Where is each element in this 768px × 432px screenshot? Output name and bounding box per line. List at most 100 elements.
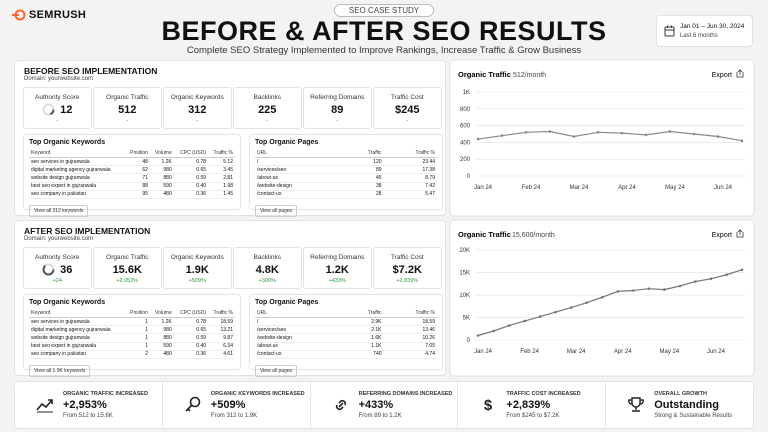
table-cell: 0.36 [173,350,209,359]
data-point [631,289,635,292]
table-cell: 18.59 [208,317,235,327]
column-header: Keyword [29,149,125,158]
pages-table: URL Traffic Traffic %/120 23.44/services/se… [255,149,437,199]
table-cell: best seo expert in gujranwala [29,342,125,351]
data-point [663,288,666,291]
data-point [709,277,713,281]
data-point [596,131,600,134]
metric-change: +300% [258,278,276,284]
y-tick-label: 200 [460,157,471,163]
table-cell: 590 [149,182,174,191]
pages-table: URL Traffic Traffic %/2.9K 18.59/services/s… [255,309,437,359]
table-row: website design gujranwala 1 880 0.59 9.87 [29,333,235,343]
x-tick-label: Apr 24 [618,185,636,191]
table-row: seo services in gujranwala 1 1.2K 0.78 18.59 [29,317,235,327]
table-cell: 1 [124,317,150,327]
table-cell: 1.2K [149,317,174,327]
table-cell: 480 [149,190,174,199]
table-cell: 28 [343,190,384,199]
summary-icon: $ [484,397,493,414]
summary-detail: From 89 to 1.2K [358,413,402,419]
metric-label: Authority Score [35,254,80,261]
x-tick-label: Jun 24 [714,185,733,191]
metric-change: +24 [52,278,62,284]
summary-value: +509% [210,399,246,411]
export-button[interactable]: Export [712,72,732,79]
table-cell: /services/seo [255,325,344,335]
table-cell: 6.34 [208,342,235,351]
view-all-button[interactable]: View all pages [255,364,298,377]
table-row: digital marketing agency gujranwala 1 980 0… [29,325,235,335]
table-row: /website-design 1.6K 10.26 [255,333,437,343]
table-cell: 2.81 [208,173,235,183]
y-tick-label: 20K [459,248,470,254]
summary-value: +433% [358,399,394,411]
x-tick-label: Mar 24 [567,349,586,355]
summary-item: OVERALL GROWTH Outstanding Strong & Sustai… [605,382,753,428]
table-cell: 17.38 [383,165,437,175]
date-box[interactable]: Jan 01 – Jun 30, 2024 Last 6 months [656,15,753,47]
data-point [716,135,720,138]
table-cell: 480 [149,350,174,359]
table-row: seo services in gujranwala 48 1.2K 0.78 5.12 [29,157,235,167]
table-cell: 13.46 [383,325,437,335]
view-all-button[interactable]: View all 312 keywords [29,204,89,217]
table-cell: / [255,157,344,167]
x-tick-label: Feb 24 [522,185,541,191]
table-cell: 1.2K [149,157,174,167]
table-cell: 0.78 [173,317,209,327]
chart-title: Organic Traffic [458,70,511,79]
column-header: Traffic % [208,149,235,158]
keywords-table: Keyword Position Volume CPC (USD) Traffic % s… [29,309,235,359]
view-all-button[interactable]: View all pages [255,204,298,217]
summary-label: ORGANIC KEYWORDS INCREASED [210,391,305,397]
data-point [616,290,620,293]
summary-value: +2,953% [63,399,107,411]
data-point [620,131,624,135]
data-point [476,137,480,141]
metric-label: Traffic Cost [390,94,424,101]
table-cell: 0.59 [173,173,209,183]
section-panel: AFTER SEO IMPLEMENTATION Domain: yourwebs… [14,220,446,377]
data-point [492,329,495,333]
table-cell: /contact-us [255,350,344,359]
table-cell: 0.40 [173,342,209,351]
table-cell: website design gujranwala [29,333,125,343]
table-cell: 1 [124,333,150,343]
table-cell: 1 [124,342,150,351]
x-tick-label: Apr 24 [614,349,632,355]
metric-value: 36 [60,263,73,276]
keywords-box: Top Organic Keywords Keyword Position Volum… [23,134,241,217]
data-point [569,306,573,309]
view-all-button[interactable]: View all 1.9K keywords [29,364,91,377]
table-row: seo company in pakistan 95 480 0.36 1.45 [29,190,235,199]
metric-label: Organic Keywords [170,94,224,101]
table-cell: /about-us [255,173,344,183]
table-title: Top Organic Pages [255,139,319,146]
svg-text:$: $ [484,397,493,414]
chart-subtitle: 15,600/month [512,232,555,239]
summary-item: ORGANIC TRAFFIC INCREASED +2,953% From 512… [15,382,162,428]
table-cell: website design gujranwala [29,173,125,183]
section-heading: AFTER SEO IMPLEMENTATION [24,226,151,236]
export-button[interactable]: Export [712,232,732,239]
metric-change: +433% [328,278,346,284]
metric-card: Backlinks 225 - [233,87,302,129]
table-cell: 2 [124,350,150,359]
metric-change: - [56,118,59,124]
summary-item: $ TRAFFIC COST INCREASED +2,839% From $245 … [457,382,605,428]
metric-value: 15.6K [112,264,142,276]
table-cell: / [255,317,344,327]
table-cell: 95 [124,190,150,199]
table-row: best seo expert in gujranwala 88 590 0.40 1.… [29,182,235,191]
y-tick-label: 15K [459,271,470,277]
period: Last 6 months [680,33,718,39]
column-header: CPC (USD) [173,309,209,318]
x-tick-label: Jan 24 [474,185,493,191]
traffic-line [477,130,743,142]
table-cell: 880 [149,173,174,183]
x-tick-label: Jan 24 [474,349,493,355]
pages-box: Top Organic Pages URL Traffic Traffic %/120… [249,134,443,217]
score-ring [42,103,55,116]
summary-icon [36,399,53,413]
